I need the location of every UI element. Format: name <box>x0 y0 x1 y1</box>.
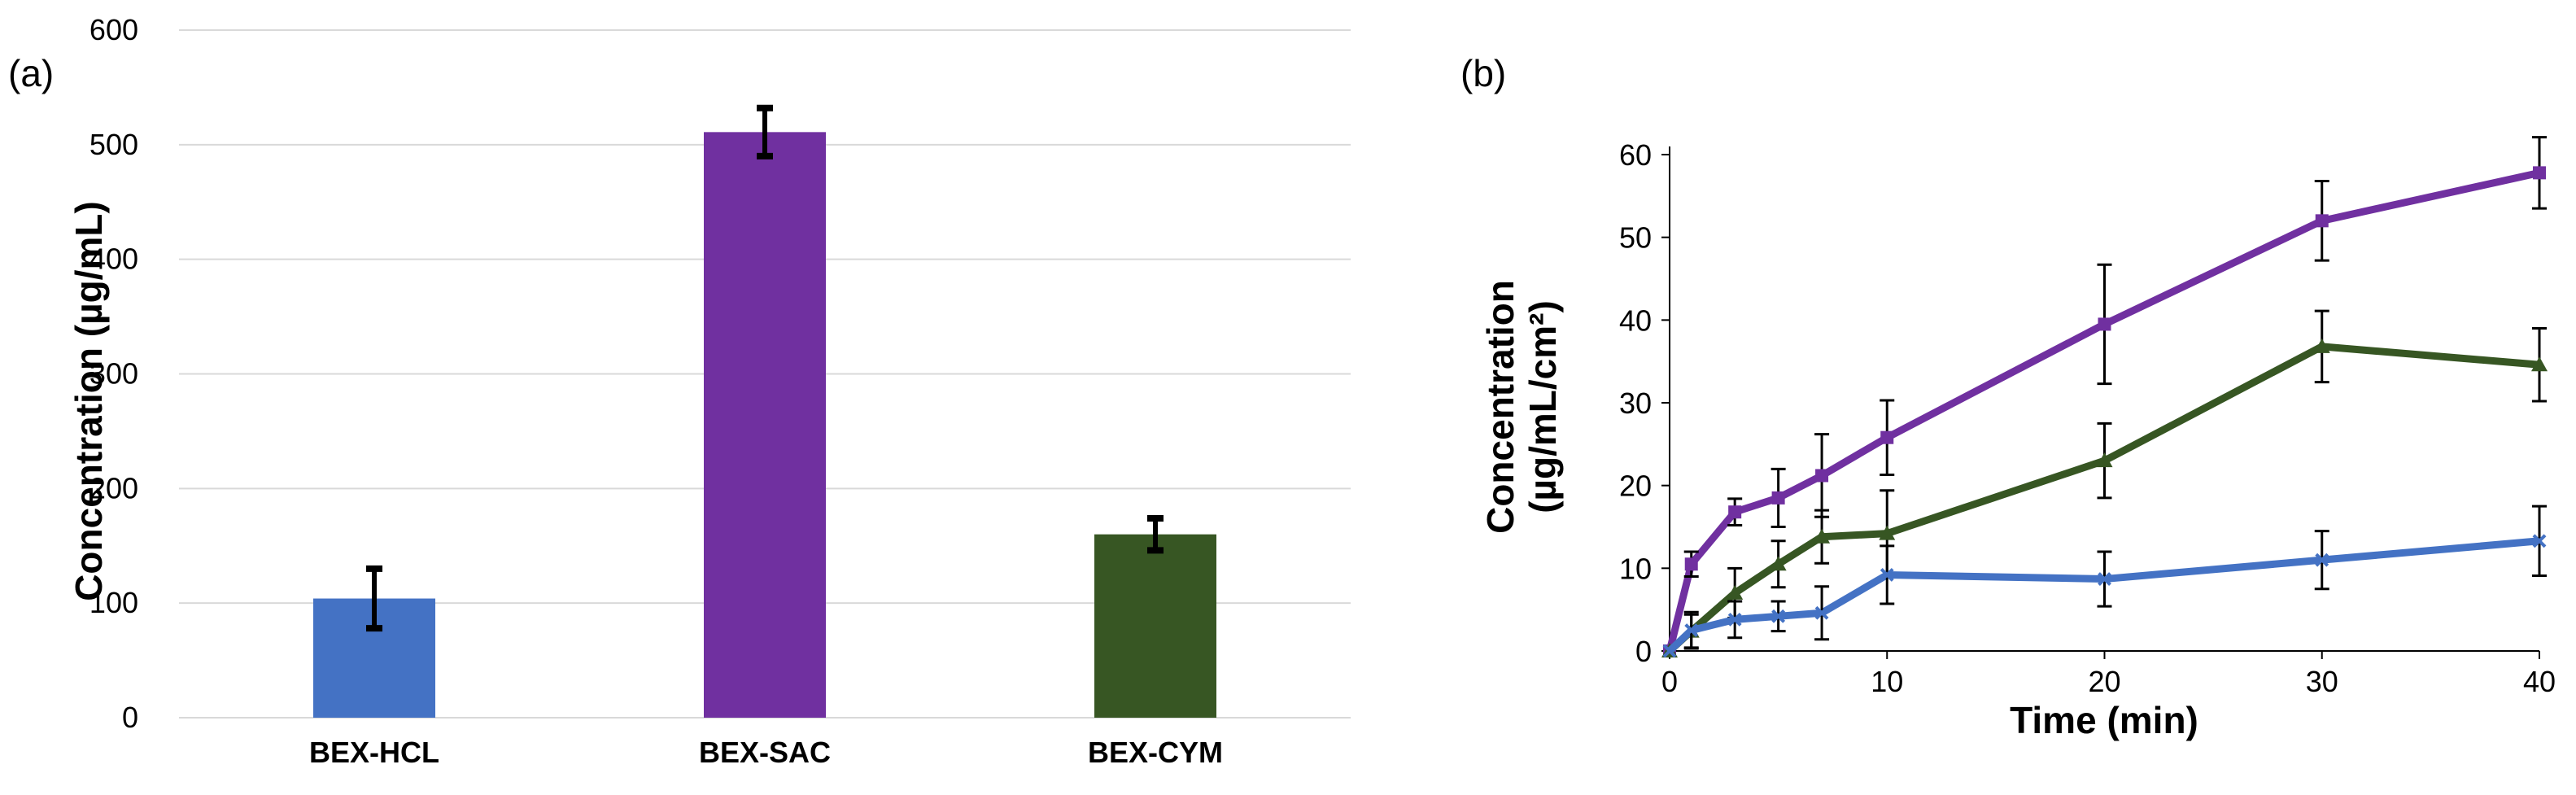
data-point <box>1880 430 1894 444</box>
y-tick-label: 200 <box>90 471 138 505</box>
data-point <box>2096 452 2113 468</box>
data-point <box>2532 534 2547 548</box>
y-tick-label: 10 <box>1619 552 1652 585</box>
panel-b-label: (b) <box>1460 52 1506 94</box>
data-point <box>2531 356 2548 372</box>
data-point <box>1814 528 1831 544</box>
data-point <box>1771 609 1786 623</box>
x-tick-label: 20 <box>2088 665 2120 698</box>
data-point <box>1770 556 1787 571</box>
data-point <box>1879 525 1896 540</box>
panel-a-label: (a) <box>8 52 54 94</box>
chart-a-y-axis-title: Concentration (µg/mL) <box>68 201 110 601</box>
data-point <box>1814 605 1829 620</box>
y-tick-label: 40 <box>1619 304 1652 337</box>
data-point <box>1684 623 1699 637</box>
x-category-label: BEX-SAC <box>699 736 831 769</box>
chart-b: 0 10 20 30 40 50 60 0 10 20 30 40 <box>1619 136 2556 698</box>
data-point <box>1727 612 1742 627</box>
chart-b-y-axis-title-line1: Concentration <box>1479 280 1522 534</box>
data-point <box>1771 491 1785 505</box>
data-point <box>1662 644 1677 658</box>
y-tick-label: 400 <box>90 242 138 276</box>
x-tick-label: 0 <box>1661 665 1678 698</box>
bar-bex-cym <box>1094 534 1216 718</box>
data-point <box>2533 166 2546 180</box>
y-tick-label: 500 <box>90 128 138 161</box>
data-point <box>2098 572 2111 586</box>
chart-a: 0 100 200 300 400 500 600 BEX-HCL BEX-SAC BEX-CYM <box>90 13 1351 769</box>
y-tick-label: 20 <box>1619 470 1652 503</box>
chart-b-x-axis-title: Time (min) <box>2010 699 2198 741</box>
x-tick-label: 30 <box>2306 665 2338 698</box>
data-point <box>1728 505 1742 519</box>
y-tick-label: 50 <box>1619 221 1652 255</box>
series-2 <box>1662 505 2547 658</box>
x-tick-label: 10 <box>1871 665 1903 698</box>
y-tick-label: 0 <box>1635 635 1652 668</box>
x-category-label: BEX-HCL <box>309 736 439 769</box>
y-tick-label: 600 <box>90 13 138 46</box>
y-tick-label: 300 <box>90 357 138 391</box>
y-tick-label: 60 <box>1619 138 1652 172</box>
chart-b-y-axis-title-line2: (µg/mL/cm²) <box>1522 300 1564 513</box>
data-point <box>1880 568 1894 582</box>
data-point <box>2315 214 2329 228</box>
x-tick-label: 40 <box>2523 665 2556 698</box>
bar-bex-sac <box>704 132 826 718</box>
x-category-label: BEX-CYM <box>1088 736 1223 769</box>
y-tick-label: 100 <box>90 586 138 619</box>
y-tick-label: 30 <box>1619 387 1652 420</box>
data-point <box>2313 338 2330 353</box>
data-point <box>1815 469 1829 483</box>
data-point <box>2098 317 2111 331</box>
data-point <box>1727 584 1744 600</box>
y-tick-label: 0 <box>122 701 138 734</box>
data-point <box>2315 553 2329 567</box>
data-point <box>1684 557 1698 571</box>
